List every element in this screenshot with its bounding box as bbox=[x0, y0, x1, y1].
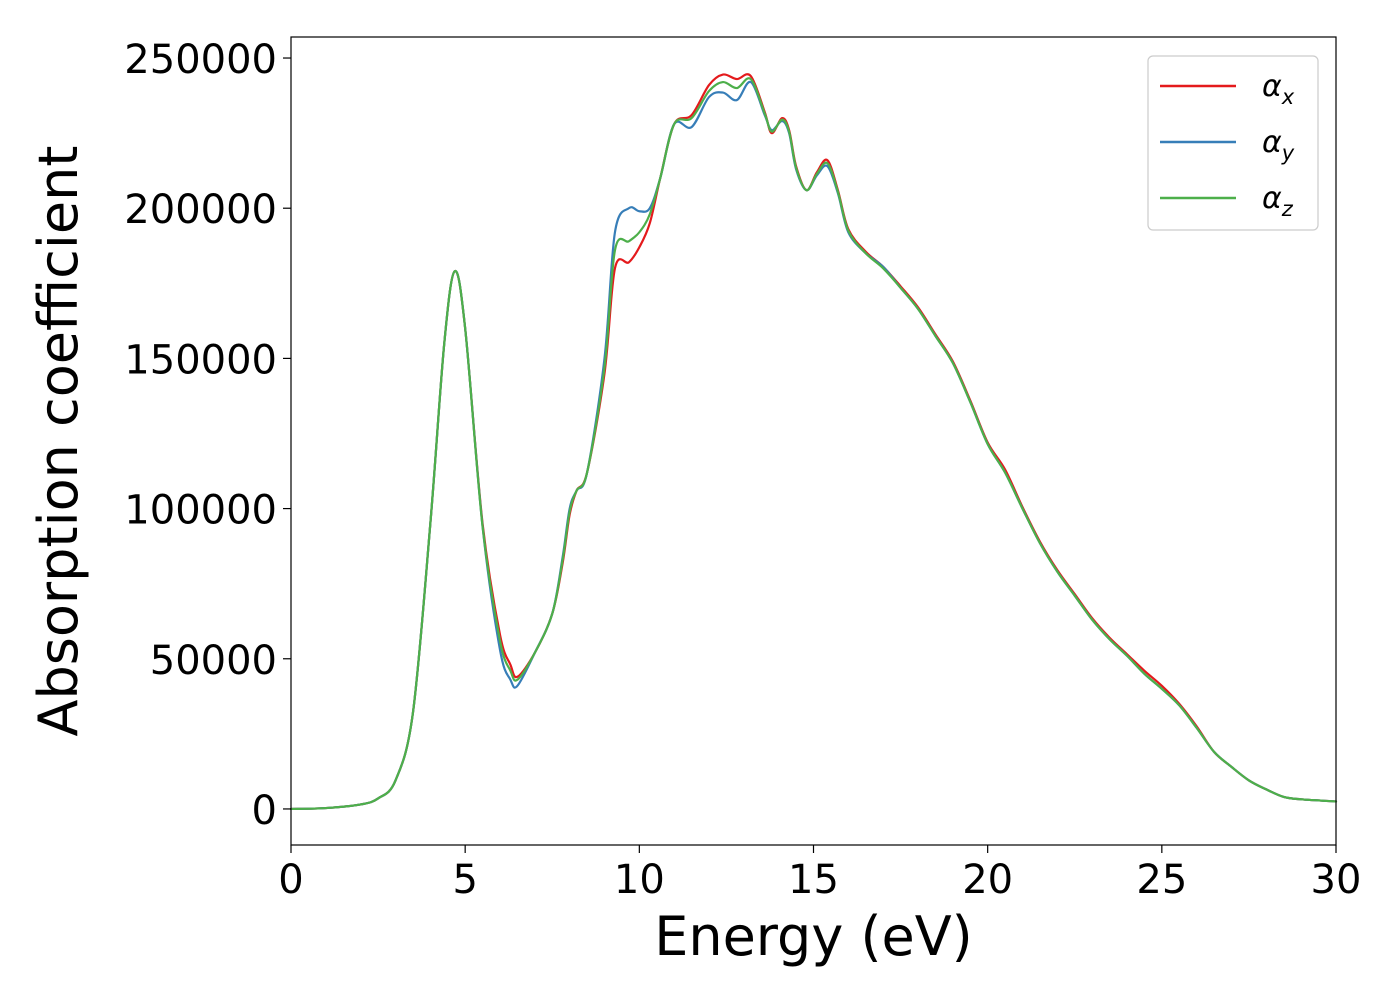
y-tick-label: 100000 bbox=[124, 488, 277, 534]
x-tick-label: 25 bbox=[1136, 857, 1187, 903]
x-axis-title: Energy (eV) bbox=[654, 905, 973, 968]
y-axis-title: Absorption coefficient bbox=[27, 146, 90, 737]
x-tick-label: 15 bbox=[788, 857, 839, 903]
x-tick-label: 0 bbox=[278, 857, 303, 903]
y-tick-label: 250000 bbox=[124, 37, 277, 83]
y-tick-label: 200000 bbox=[124, 187, 277, 233]
x-tick-label: 10 bbox=[614, 857, 665, 903]
x-tick-label: 20 bbox=[962, 857, 1013, 903]
axis-ticks: 0 5 10 15 20 25 30 0 50000 100000 150000 200000 2500… bbox=[124, 37, 1361, 903]
x-tick-label: 30 bbox=[1311, 857, 1362, 903]
y-tick-label: 0 bbox=[252, 788, 277, 834]
y-tick-label: 150000 bbox=[124, 337, 277, 383]
x-tick-label: 5 bbox=[452, 857, 477, 903]
y-tick-label: 50000 bbox=[150, 638, 277, 684]
series-layer bbox=[289, 73, 1338, 811]
series-line-alpha-z bbox=[289, 77, 1338, 811]
